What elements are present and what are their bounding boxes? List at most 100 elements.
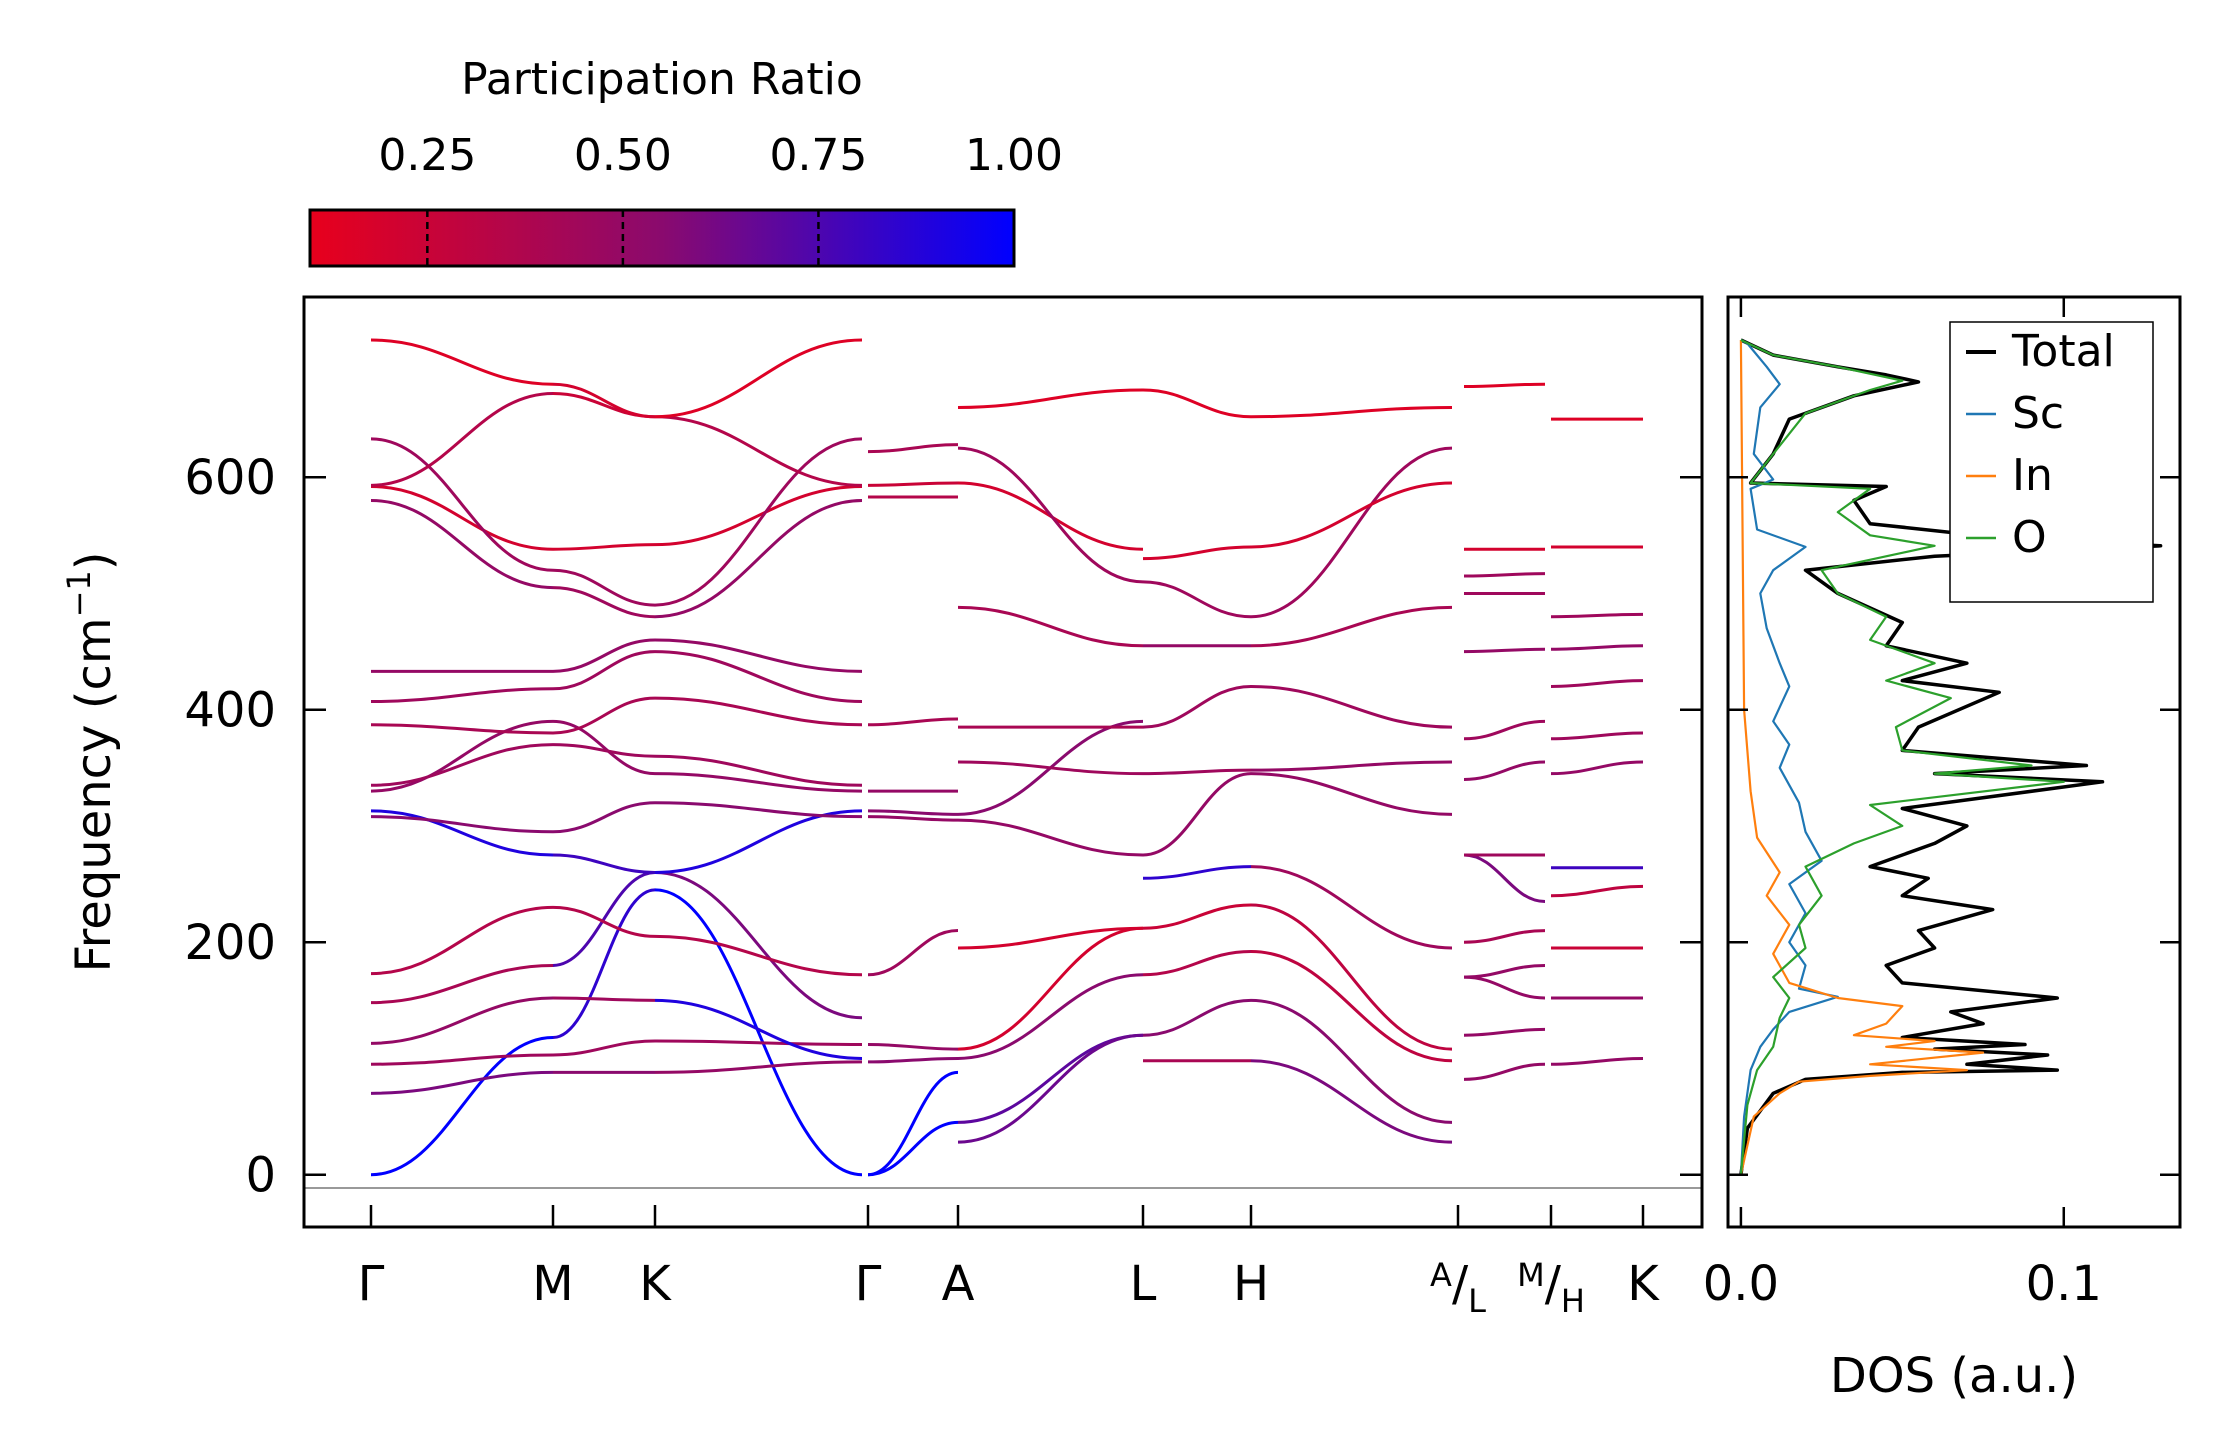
band-line [370,743,554,787]
dos-x-axis-label: DOS (a.u.) [1830,1348,2078,1404]
band-line [654,1060,863,1074]
band-line [552,870,656,967]
band-line [1142,949,1252,977]
colorbar-title: Participation Ratio [461,54,863,105]
legend-label-o: O [2012,512,2047,563]
band-line [1463,572,1546,578]
band-line [654,650,863,704]
colorbar: Participation Ratio 0.25 0.50 0.75 1.00 [308,54,1063,268]
band-line [370,1036,554,1177]
kpath-label: A [942,1256,975,1312]
kpath-label: M [532,1256,573,1312]
band-line [1142,580,1252,619]
band-line [1250,903,1453,1051]
band-line [654,754,863,787]
band-line [552,888,656,1040]
band-line [1463,975,1546,1000]
band-y-tick-label: 600 [184,450,276,506]
dos-series-in [1739,339,1985,1175]
kpath-label: Γ [358,1256,385,1312]
band-line [1250,1059,1453,1144]
band-line [1142,768,1252,776]
band-line [654,415,863,487]
band-line [957,1033,1144,1144]
band-line [1463,963,1546,979]
kpath-label: H [1233,1256,1269,1312]
dos-series-o [1739,339,2065,1175]
band-line [867,1042,959,1051]
ylabel-superscript: −1 [60,570,98,617]
band-line [370,1053,554,1066]
band-line [867,717,959,727]
band-line [370,437,554,572]
band-line [654,498,863,619]
band-line [370,719,554,793]
band-line [552,905,656,938]
kpath-label: L [1130,1256,1157,1312]
band-line [1142,545,1252,561]
band-line [654,998,863,1060]
band-line [552,650,656,691]
band-kpath-ticks: Γ M K Γ A L H A/L M/H K [358,1256,1661,1320]
band-line [552,1039,656,1057]
colorbar-tick-label: 1.00 [965,130,1063,181]
band-line [1463,719,1546,741]
band-line [1463,647,1546,654]
ylabel-main: Frequency (cm [66,617,122,972]
band-line [370,687,554,704]
band-line [1142,865,1252,880]
band-line [1550,644,1644,651]
band-line [867,815,959,822]
band-line [552,996,656,1002]
band-line [552,743,656,758]
band-line [1250,446,1453,619]
band-line [654,484,863,547]
dos-lines [1739,338,2163,1175]
dos-series-total [1739,338,2163,1175]
band-line [1250,949,1453,1063]
band-y-tick-label: 400 [184,683,276,739]
band-line [370,905,554,976]
colorbar-tick-label: 0.50 [574,130,672,181]
band-line [957,818,1144,857]
dos-x-tick-label: 0.0 [1703,1256,1779,1312]
band-y-axis-label: Frequency (cm−1) [60,551,122,972]
band-line [1550,884,1644,898]
band-line [552,853,656,874]
band-line [867,1056,959,1064]
band-axes-frame [302,295,1704,1229]
band-line [867,443,959,454]
legend-label-total: Total [2011,326,2115,377]
band-line [654,772,863,793]
band-line [1250,481,1453,549]
band-line [370,996,554,1045]
band-line [654,809,863,874]
band-line [654,638,863,673]
band-line [1250,684,1453,729]
dos-panel: 0.0 0.1 DOS (a.u.) Total Sc In O [1703,295,2182,1404]
band-line [552,382,656,419]
band-line [1250,772,1453,816]
band-line [1463,382,1546,389]
band-line [867,929,959,977]
band-line [654,1039,863,1046]
colorbar-gradient [308,208,1016,268]
band-line [1142,903,1252,930]
ylabel-close: ) [66,551,122,570]
band-line [1463,929,1546,944]
colorbar-tick-label: 0.25 [378,130,476,181]
band-line [654,338,863,419]
band-line [654,801,863,819]
band-y-tick-label: 200 [184,915,276,971]
band-line [957,446,1144,584]
band-line [957,973,1144,1060]
band-line [370,809,554,857]
band-line [1550,760,1644,776]
band-line [867,1120,959,1177]
legend-label-in: In [2012,450,2053,501]
band-line [957,926,1144,1051]
band-line [1142,684,1252,729]
band-line [1142,388,1252,419]
band-line [370,815,554,834]
